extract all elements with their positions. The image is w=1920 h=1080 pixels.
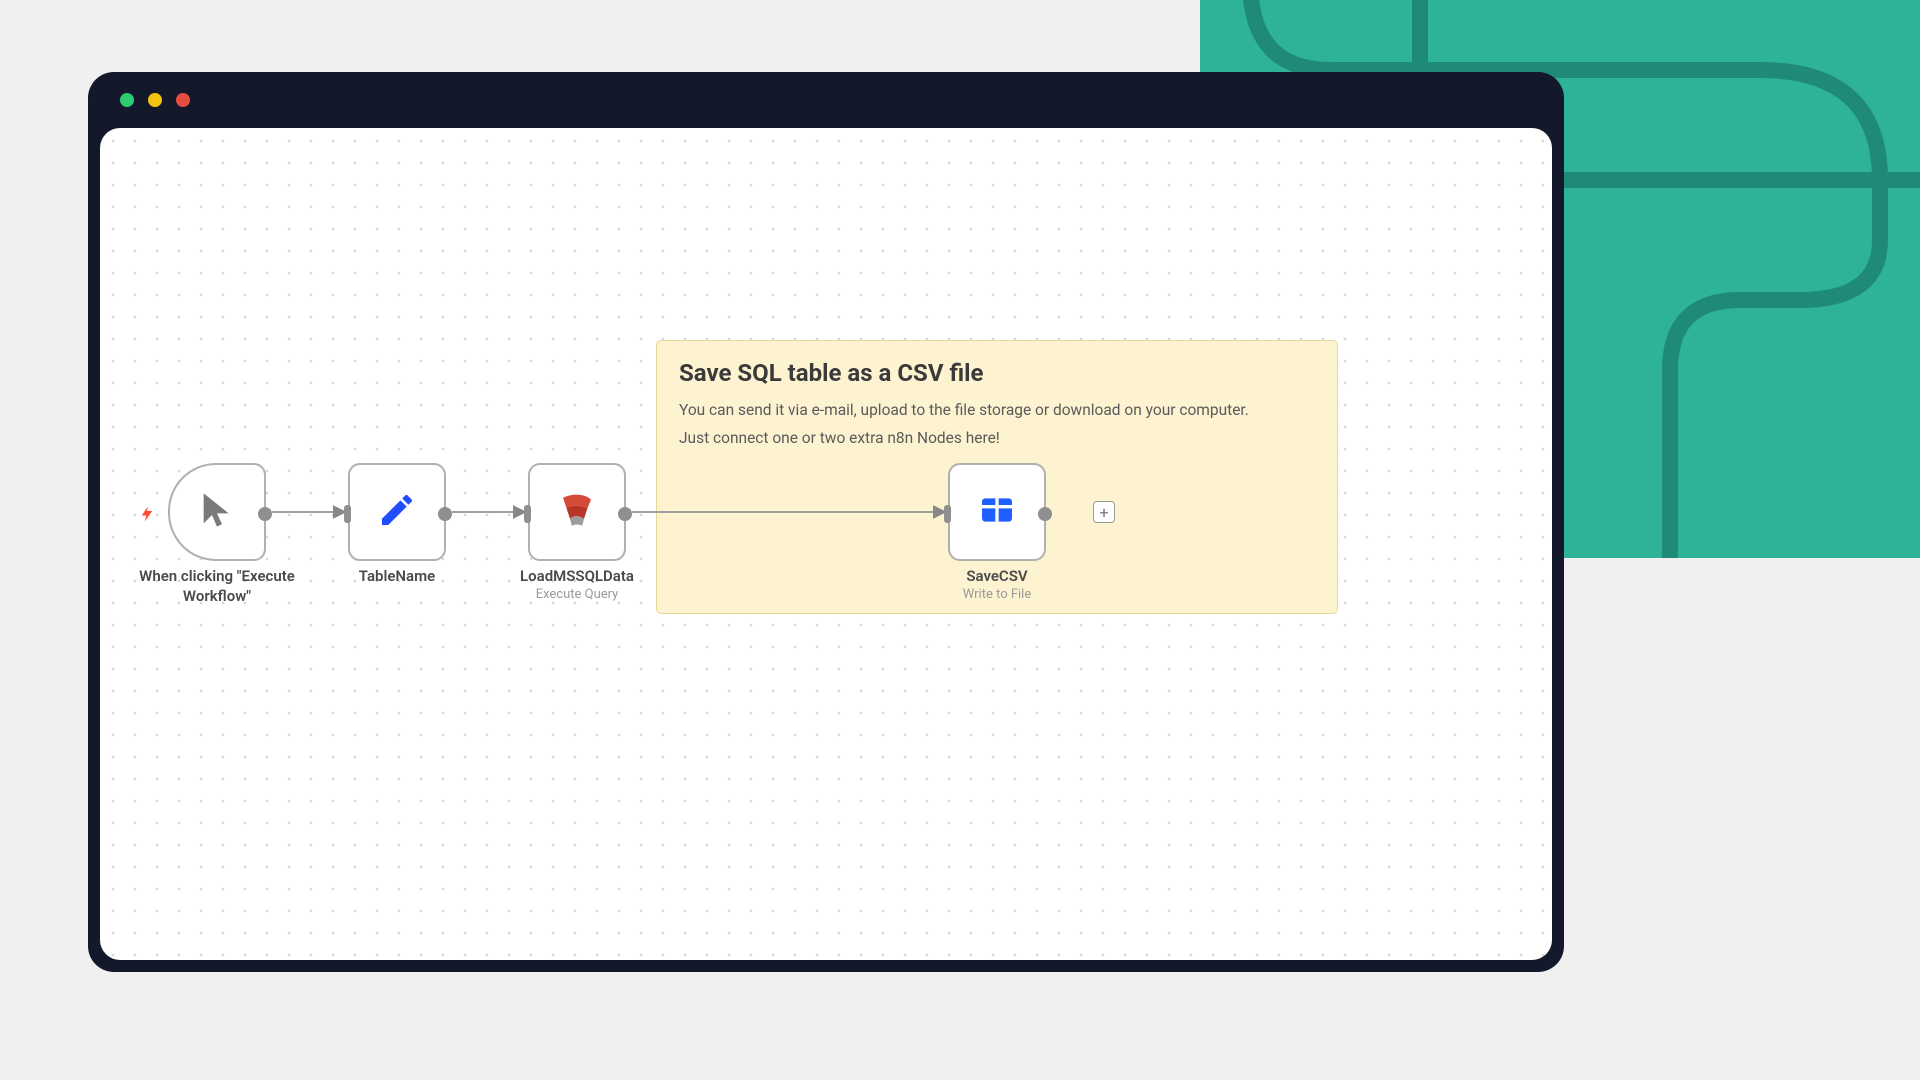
workflow-node-trigger[interactable]: When clicking "Execute Workflow" <box>168 463 266 561</box>
workflow-node-loadmssql[interactable]: LoadMSSQLDataExecute Query <box>528 463 626 561</box>
node-output-port[interactable] <box>618 507 632 521</box>
node-label: SaveCSV <box>907 567 1087 587</box>
node-input-port[interactable] <box>344 505 351 523</box>
window-titlebar <box>88 72 1564 128</box>
browser-window: Save SQL table as a CSV file You can sen… <box>88 72 1564 972</box>
node-box[interactable] <box>528 463 626 561</box>
workflow-node-tablename[interactable]: TableName <box>348 463 446 561</box>
traffic-light-close[interactable] <box>120 93 134 107</box>
node-box[interactable] <box>348 463 446 561</box>
node-output-port[interactable] <box>438 507 452 521</box>
workflow-canvas[interactable]: Save SQL table as a CSV file You can sen… <box>100 128 1552 960</box>
traffic-light-minimize[interactable] <box>148 93 162 107</box>
node-label: TableName <box>307 567 487 587</box>
node-box[interactable] <box>948 463 1046 561</box>
node-output-port[interactable] <box>258 507 272 521</box>
add-node-button[interactable]: + <box>1093 501 1115 523</box>
sticky-line-1: You can send it via e-mail, upload to th… <box>679 397 1315 425</box>
pencil-icon <box>377 490 417 534</box>
node-label: LoadMSSQLData <box>487 567 667 587</box>
node-output-port[interactable] <box>1038 507 1052 521</box>
node-sublabel: Write to File <box>907 587 1087 602</box>
traffic-light-zoom[interactable] <box>176 93 190 107</box>
node-input-port[interactable] <box>524 505 531 523</box>
node-label: When clicking "Execute Workflow" <box>127 567 307 606</box>
node-input-port[interactable] <box>944 505 951 523</box>
node-sublabel: Execute Query <box>487 587 667 602</box>
workflow-node-savecsv[interactable]: SaveCSVWrite to File <box>948 463 1046 561</box>
cursor-icon <box>197 490 237 534</box>
mssql-icon <box>556 489 598 535</box>
bolt-icon <box>138 503 156 531</box>
table-icon <box>977 490 1017 534</box>
sticky-line-2: Just connect one or two extra n8n Nodes … <box>679 425 1315 453</box>
sticky-title: Save SQL table as a CSV file <box>679 359 1315 387</box>
node-box[interactable] <box>168 463 266 561</box>
